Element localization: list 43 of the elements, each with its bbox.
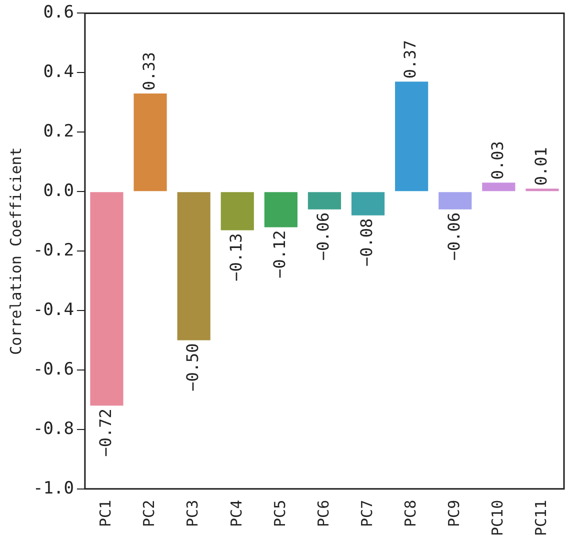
bar	[264, 192, 298, 228]
data-label: −0.72	[96, 408, 115, 457]
data-label: −0.06	[314, 212, 333, 261]
bar	[351, 192, 385, 216]
y-tick-label: -0.8	[32, 418, 74, 439]
data-label: 0.37	[400, 40, 420, 79]
y-tick-label: 0.2	[43, 122, 74, 142]
data-label: −0.06	[444, 212, 464, 261]
y-tick-label: -0.6	[32, 359, 74, 380]
x-tick-label: PC5	[270, 500, 289, 527]
y-tick-label: 0.6	[43, 2, 74, 23]
bar	[482, 182, 516, 192]
y-tick-label: -0.4	[32, 300, 74, 320]
y-tick-label: -0.2	[32, 240, 74, 260]
data-label: 0.33	[139, 52, 158, 90]
x-tick-label: PC8	[401, 500, 420, 527]
x-tick-label: PC11	[532, 500, 550, 536]
x-tick-label: PC3	[184, 500, 202, 527]
y-tick-label: -1.0	[32, 478, 74, 498]
y-tick-label: 0.4	[43, 62, 74, 82]
bar	[308, 192, 342, 210]
bar	[526, 188, 559, 192]
bar	[90, 192, 124, 406]
bar	[177, 192, 210, 340]
y-tick-label: 0.0	[43, 181, 74, 201]
bar	[134, 93, 167, 192]
data-label: −0.13	[226, 233, 246, 282]
x-tick-label: PC1	[96, 500, 115, 527]
x-tick-label: PC6	[314, 500, 332, 527]
x-tick-label: PC4	[227, 500, 246, 527]
x-tick-label: PC2	[140, 500, 158, 527]
data-label: 0.01	[531, 147, 550, 186]
data-label: −0.12	[270, 230, 290, 278]
bar	[438, 192, 472, 210]
data-label: 0.03	[488, 141, 507, 180]
data-label: −0.08	[357, 218, 376, 267]
x-tick-label: PC10	[488, 500, 507, 536]
y-axis-title: Correlation Coefficient	[6, 147, 25, 355]
bar	[395, 82, 428, 192]
x-tick-label: PC9	[445, 500, 464, 527]
data-label: −0.50	[182, 343, 202, 392]
x-tick-label: PC7	[358, 500, 376, 527]
bar	[220, 192, 254, 230]
